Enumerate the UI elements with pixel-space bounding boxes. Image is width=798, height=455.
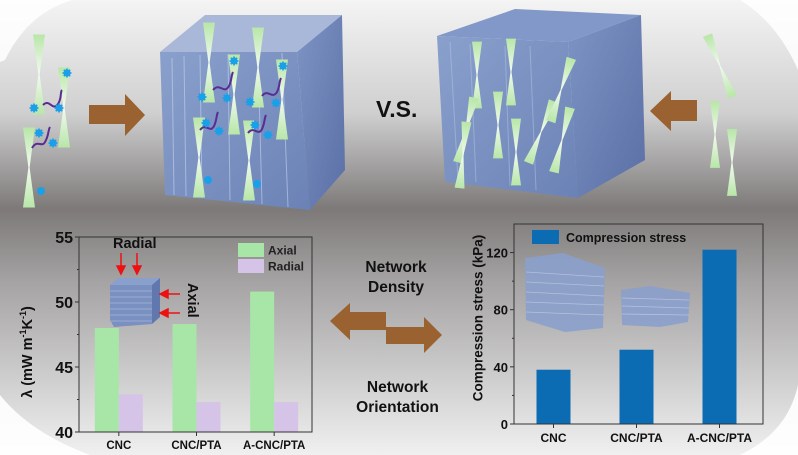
legend-label-compression: Compression stress	[566, 231, 686, 245]
bar-compression-cnc-pta	[619, 349, 654, 424]
inset-foam-cnc-pta	[621, 286, 690, 327]
red-arrows-icon	[115, 253, 180, 319]
inset-foam-cnc	[525, 253, 605, 332]
legend-label-axial: Axial	[268, 244, 297, 258]
arrow-right-icon	[89, 94, 145, 136]
y-tick-label: 40	[55, 425, 73, 442]
bar-radial-cnc-pta	[196, 402, 221, 432]
y-tick-label: 45	[55, 360, 73, 377]
inset-radial-label: Radial	[113, 236, 157, 252]
network-density-line1: Network	[365, 259, 427, 276]
vs-label: V.S.	[376, 96, 418, 122]
legend-swatch-axial	[238, 243, 264, 257]
arrow-left-icon	[650, 91, 697, 131]
plot-frame	[513, 223, 764, 425]
loose-crystals-right	[702, 33, 738, 196]
right-chart-ylabel: Compression stress (kPa)	[470, 234, 486, 402]
x-tick-label: CNC/PTA	[610, 431, 663, 445]
x-tick-label: A-CNC/PTA	[687, 431, 752, 445]
legend-label-radial: Radial	[268, 260, 304, 274]
y-tick-label: 120	[486, 246, 508, 261]
x-tick-label: CNC	[541, 431, 567, 445]
loose-crystals-left	[23, 34, 72, 208]
structure-schematic	[23, 9, 738, 210]
x-tick-label: CNC	[106, 440, 131, 452]
network-orientation-line1: Network	[366, 379, 429, 396]
y-tick-label: 40	[494, 360, 508, 375]
ylabel-part: λ (mW m	[19, 337, 36, 398]
ylabel-part: K	[19, 318, 36, 330]
y-tick-label: 80	[494, 303, 508, 318]
bar-compression-a-cnc-pta	[702, 249, 737, 424]
network-density-label: Network Density	[346, 258, 446, 298]
ylabel-sup: -1	[18, 329, 29, 338]
left-chart-ylabel: λ (mW m-1K-1)	[18, 306, 36, 398]
bar-axial-cnc-pta	[172, 324, 197, 432]
compression-stress-chart: CNC CNC/PTA A-CNC/PTA 0 40 80 120 Compression …	[486, 223, 764, 445]
double-arrow-icon	[330, 303, 442, 353]
legend-swatch-compression	[532, 230, 559, 244]
y-tick-label: 55	[55, 230, 73, 247]
dense-aligned-cube	[160, 15, 345, 210]
inset-cube	[110, 253, 180, 327]
ylabel-part: )	[19, 306, 36, 311]
y-tick-label: 50	[55, 295, 73, 312]
bar-radial-a-cnc-pta	[274, 402, 299, 432]
x-tick-label: A-CNC/PTA	[243, 440, 305, 452]
disordered-cube	[437, 9, 645, 198]
inset-axial-label: Axial	[184, 283, 200, 318]
thermal-conductivity-chart: CNC CNC/PTA A-CNC/PTA 40 45 50 55 Axial Radial	[55, 230, 313, 452]
bar-axial-a-cnc-pta	[250, 291, 275, 432]
y-tick-label: 0	[501, 417, 508, 432]
legend-swatch-radial	[238, 259, 264, 273]
bar-radial-cnc	[118, 394, 143, 432]
network-orientation-label: Network Orientation	[340, 378, 455, 418]
bar-compression-cnc	[536, 369, 571, 424]
network-orientation-line2: Orientation	[356, 399, 439, 416]
x-tick-label: CNC/PTA	[171, 440, 221, 452]
ylabel-sup: -1	[18, 310, 29, 319]
bar-axial-cnc	[94, 328, 119, 432]
network-density-line2: Density	[368, 279, 424, 296]
